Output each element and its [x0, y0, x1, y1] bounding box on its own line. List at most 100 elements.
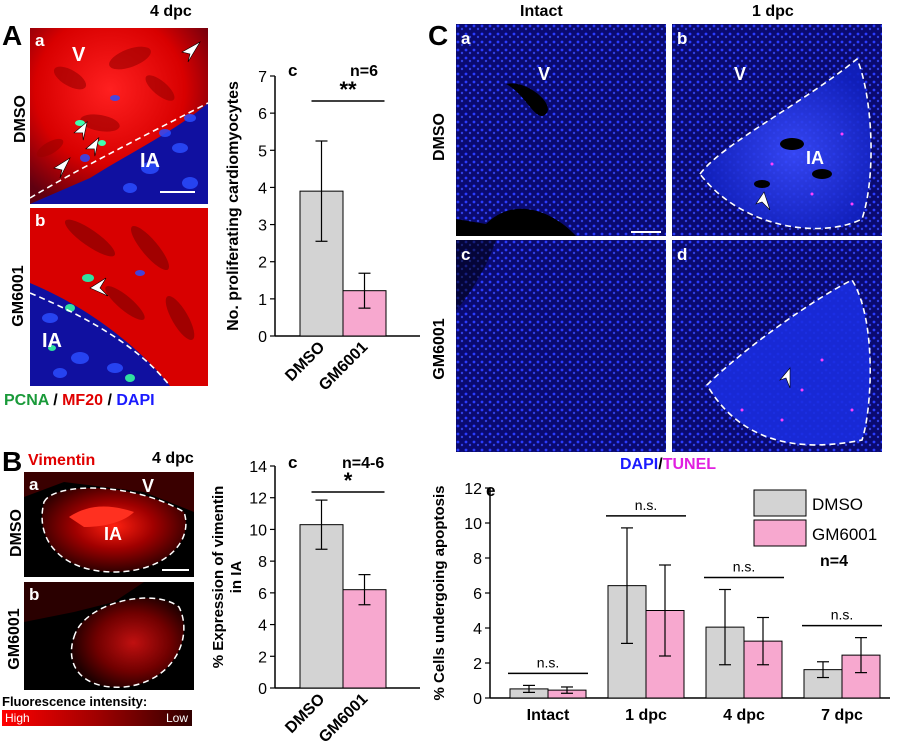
intensity-title: Fluorescence intensity:: [2, 694, 148, 709]
panel-c-micrograph-d-image: [672, 240, 882, 452]
panel-c-sub-b: b: [677, 29, 688, 48]
panel-a-label-ia-a: IA: [140, 150, 160, 172]
significance-label: n.s.: [635, 497, 658, 513]
legend-c-dapi: DAPI: [620, 456, 659, 473]
significance-label: n.s.: [733, 559, 756, 575]
intensity-high-label: High: [5, 711, 30, 725]
significance-label: n.s.: [537, 654, 560, 670]
panel-c-sub-c: c: [461, 245, 471, 264]
y-tick-label: 7: [258, 69, 267, 86]
panel-b-micrograph-b-image: [24, 582, 194, 690]
x-tick-label: 1 dpc: [625, 707, 667, 724]
chart-panel-letter: e: [486, 481, 495, 500]
panel-a-sub-b: b: [35, 211, 46, 230]
y-tick-label: 4: [473, 621, 482, 638]
legend-pcna: PCNA: [4, 392, 49, 409]
panel-a-micrograph-b: b IA: [30, 208, 208, 386]
y-axis-label-line2: in IA: [228, 561, 245, 594]
y-tick-label: 6: [258, 586, 267, 603]
y-tick-label: 2: [258, 649, 267, 666]
chart-panel-letter: c: [288, 453, 297, 472]
panel-b-sub-b: b: [29, 585, 40, 604]
legend-c-tunel: TUNEL: [662, 456, 717, 473]
panel-c-micrograph-c-image: [456, 240, 666, 452]
panel-c-micrograph-b: b V IA: [672, 24, 882, 236]
panel-a-sub-a: a: [35, 31, 45, 50]
panel-a-row-dmso: DMSO: [12, 95, 29, 143]
panel-b-micrograph-b: b: [24, 582, 194, 690]
n-annotation: n=4: [820, 553, 848, 570]
y-tick-label: 2: [473, 656, 482, 673]
panel-b-timepoint: 4 dpc: [152, 450, 194, 467]
panel-b-sub-a: a: [29, 475, 39, 494]
panel-c-row-gm6001: GM6001: [431, 318, 448, 380]
panel-a-row-gm6001: GM6001: [10, 265, 27, 327]
chart-c-e: 0 2 4 6 8 10 12 % Cells undergoing apoptosis e n.…: [431, 481, 890, 724]
y-tick-label: 2: [258, 255, 267, 272]
y-tick-label: 10: [464, 516, 482, 533]
y-axis-label: % Cells undergoing apoptosis: [431, 485, 448, 700]
panel-c-micrograph-a-image: [456, 24, 666, 236]
panel-c-row-dmso: DMSO: [431, 113, 448, 161]
legend-swatch-dmso: [753, 489, 807, 517]
legend-label-dmso: DMSO: [812, 495, 863, 514]
legend-swatch-gm6001: [753, 519, 807, 547]
legend-mf20: MF20: [62, 392, 103, 409]
panel-c-label-v-a: V: [538, 64, 551, 84]
panel-c-micrograph-b-image: [672, 24, 882, 236]
panel-b-label-ia: IA: [104, 524, 122, 544]
legend-c-sep: /: [658, 456, 663, 473]
panel-c-micrograph-c: c: [456, 240, 666, 452]
significance-label: *: [344, 468, 353, 493]
panel-c-col-1dpc: 1 dpc: [752, 3, 794, 20]
y-tick-label: 6: [258, 106, 267, 123]
panel-a-letter: A: [2, 20, 23, 51]
y-tick-label: 0: [473, 691, 482, 708]
panel-c-sub-a: a: [461, 29, 471, 48]
panel-b-micrograph-a-image: [24, 472, 194, 577]
legend-label-gm6001: GM6001: [812, 525, 877, 544]
legend-sep-1: /: [48, 392, 63, 409]
n-annotation: n=6: [350, 63, 378, 80]
panel-a-micrograph-a-image: [30, 28, 208, 204]
y-tick-label: 8: [258, 554, 267, 571]
panel-a-micrograph-a: a V IA: [30, 28, 208, 204]
y-tick-label: 14: [249, 459, 267, 476]
y-tick-label: 0: [258, 329, 267, 346]
y-axis-label: No. proliferating cardiomyocytes: [225, 81, 242, 331]
panel-a-label-ia-b: IA: [42, 330, 62, 352]
x-tick-label: Intact: [527, 707, 570, 724]
y-tick-label: 12: [249, 491, 267, 508]
panel-c-sub-d: d: [677, 245, 688, 264]
significance-label: **: [339, 77, 357, 102]
bar-dmso: [299, 524, 344, 689]
panel-c-label-ia: IA: [806, 148, 824, 168]
intensity-colorbar: High Low: [2, 710, 192, 726]
x-tick-label: 4 dpc: [723, 707, 765, 724]
panel-b-label-v: V: [142, 476, 155, 496]
panel-b-micrograph-a: a V IA: [24, 472, 194, 577]
y-tick-label: 5: [258, 143, 267, 160]
panel-c-letter: C: [428, 20, 449, 51]
panel-c-label-v-b: V: [734, 64, 747, 84]
panel-a-label-v: V: [72, 44, 86, 66]
y-tick-label: 8: [473, 551, 482, 568]
panel-c-micrograph-d: d: [672, 240, 882, 452]
significance-label: n.s.: [831, 607, 854, 623]
panel-c-col-intact: Intact: [520, 3, 563, 20]
panel-b-letter: B: [2, 446, 23, 477]
panel-a-micrograph-b-image: [30, 208, 208, 386]
legend-sep-2: /: [103, 392, 117, 409]
panel-a-timepoint: 4 dpc: [150, 3, 192, 20]
y-tick-label: 6: [473, 586, 482, 603]
y-tick-label: 10: [249, 522, 267, 539]
panel-c-micrograph-a: a V: [456, 24, 666, 236]
legend-dapi: DAPI: [116, 392, 155, 409]
chart-panel-letter: c: [288, 61, 297, 80]
x-tick-label: 7 dpc: [821, 707, 863, 724]
panel-b-stain: Vimentin: [28, 452, 96, 469]
y-tick-label: 12: [464, 481, 482, 498]
panel-a-stain-legend: PCNA / MF20 / DAPI: [4, 392, 155, 410]
